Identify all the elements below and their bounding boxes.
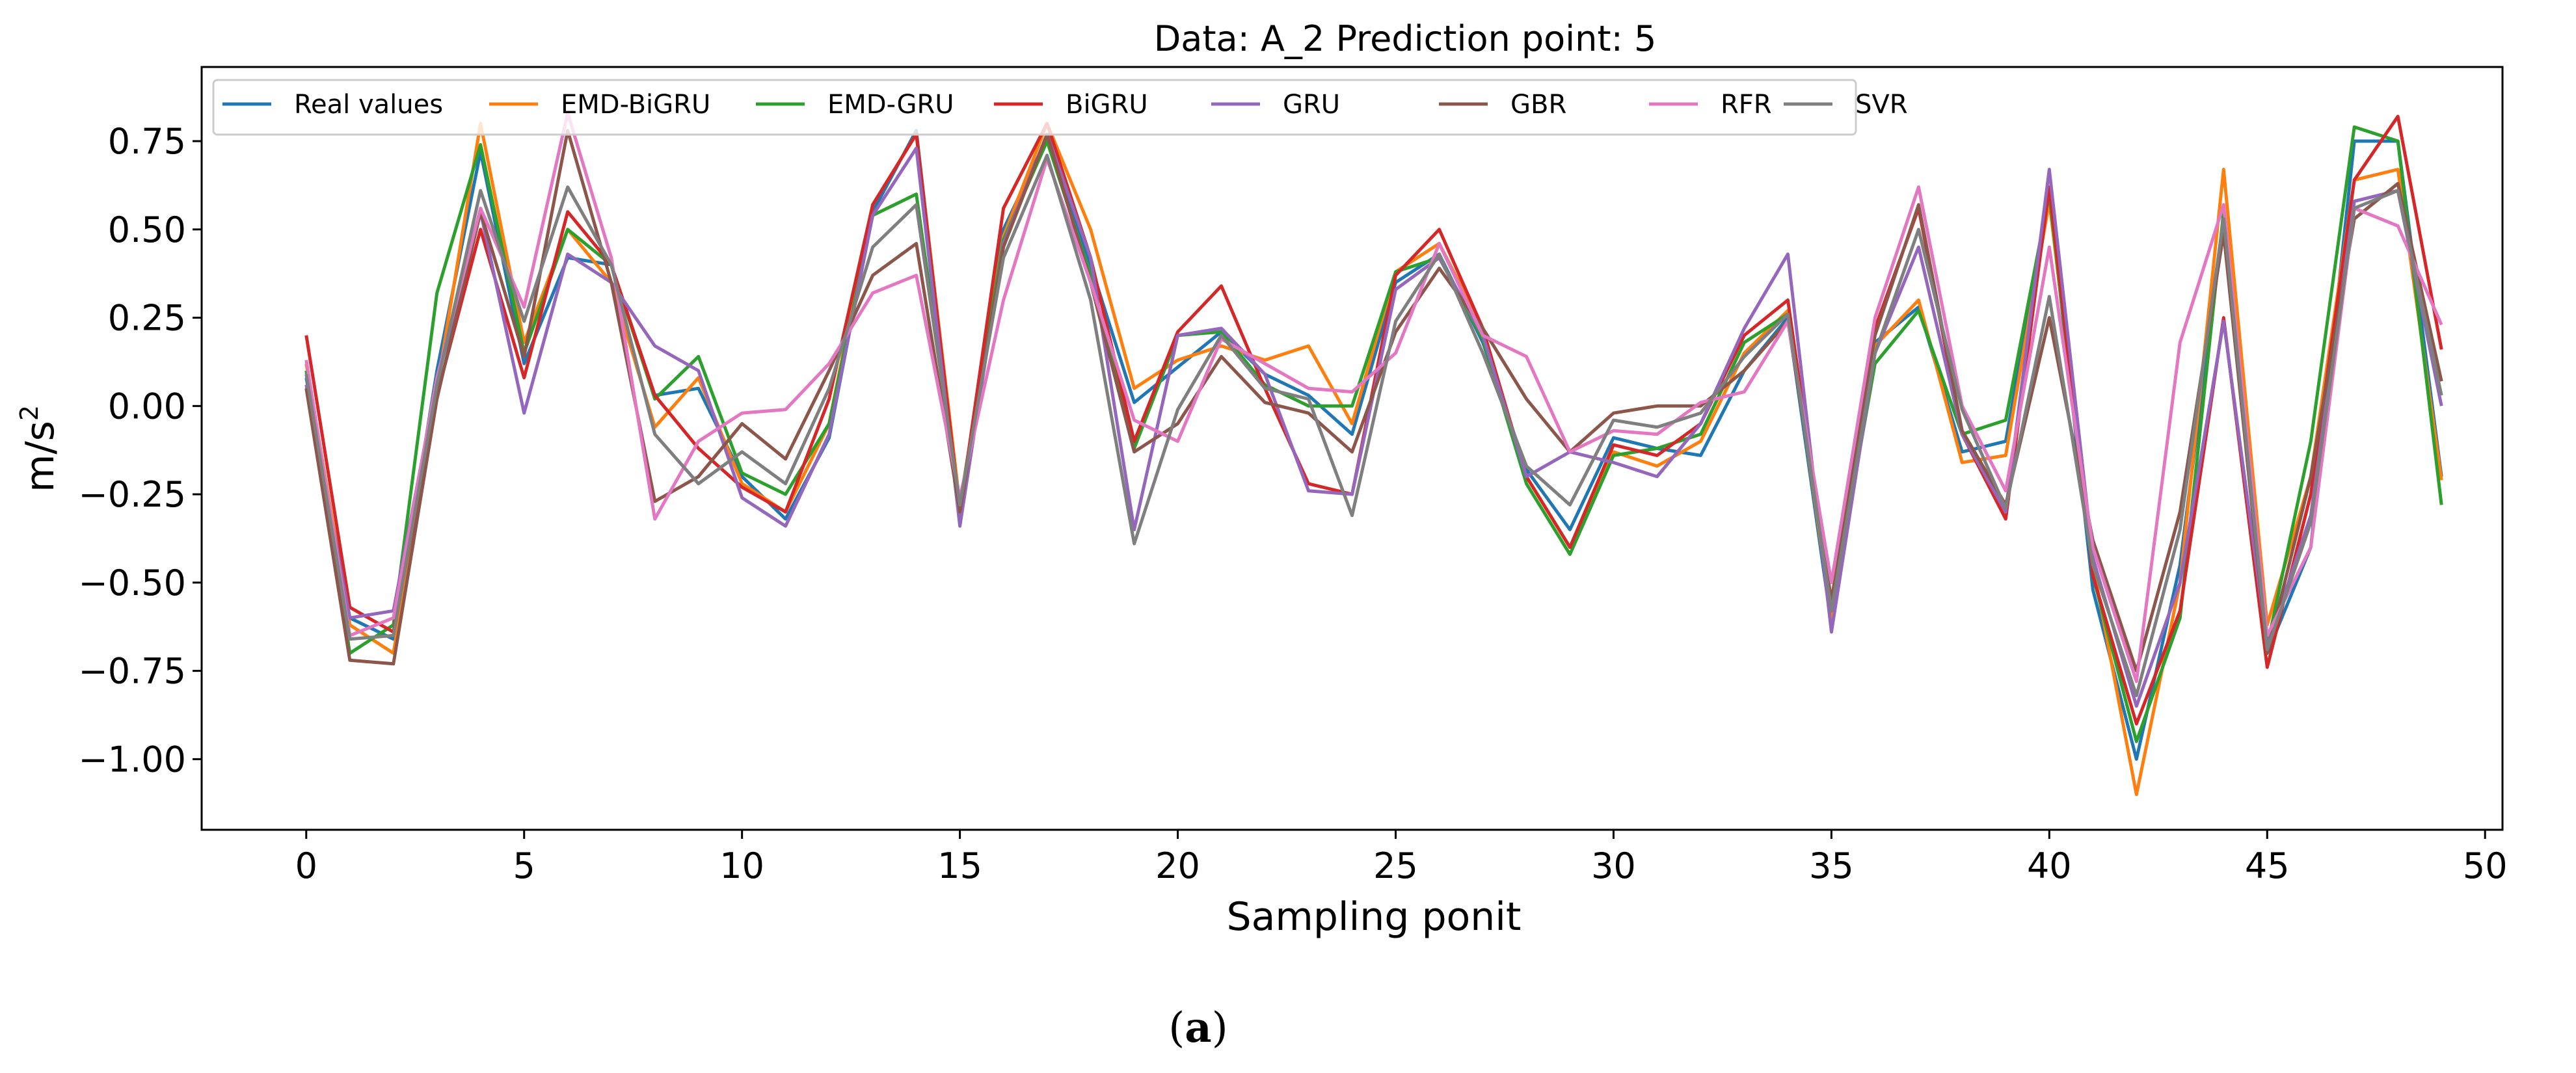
x-tick-label: 25: [1373, 845, 1418, 886]
legend-label-svr: SVR: [1855, 90, 1908, 120]
x-tick-label: 45: [2245, 845, 2290, 886]
caption-letter: a: [1185, 1003, 1211, 1052]
x-axis: 0 5 10 15 20 25 30 35 40 45 50: [295, 830, 2508, 886]
x-tick-label: 50: [2463, 845, 2508, 886]
x-tick-label: 15: [937, 845, 982, 886]
legend-label-emd-gru: EMD-GRU: [827, 90, 954, 120]
y-tick-label: −1.00: [79, 739, 186, 780]
legend-label-gbr: GBR: [1510, 90, 1566, 120]
legend-label-rfr: RFR: [1721, 90, 1772, 120]
x-tick-label: 5: [513, 845, 535, 886]
series-line-svr: [304, 153, 2443, 698]
figure-caption: (a): [1168, 1003, 1228, 1052]
x-tick-label: 30: [1591, 845, 1636, 886]
x-tick-label: 40: [2027, 845, 2072, 886]
plot-frame: [200, 66, 2504, 831]
chart-title: Data: A_2 Prediction point: 5: [1154, 18, 1657, 59]
y-tick-label: 0.00: [108, 386, 186, 427]
legend-box: [212, 79, 1857, 136]
y-axis-title-superscript: 2: [15, 405, 44, 421]
legend-label-real-values: Real values: [294, 90, 443, 120]
legend-label-bigru: BiGRU: [1066, 90, 1148, 120]
y-axis-title: m/s2: [15, 405, 63, 492]
x-tick-label: 20: [1155, 845, 1200, 886]
plot-series-group: [304, 111, 2443, 797]
y-tick-label: 0.75: [108, 121, 186, 162]
caption-close-paren: ): [1212, 1004, 1228, 1052]
y-tick-label: −0.75: [79, 651, 186, 692]
x-axis-title: Sampling ponit: [1227, 894, 1522, 940]
legend-label-gru: GRU: [1283, 90, 1340, 120]
series-line-rfr: [304, 111, 2443, 683]
series-line-real-values: [304, 129, 2443, 761]
y-tick-label: −0.25: [79, 474, 186, 515]
legend: Real values EMD-BiGRU EMD-GRU BiGRU GRU GBR RF…: [212, 79, 1908, 136]
x-tick-label: 35: [1809, 845, 1854, 886]
legend-label-emd-bigru: EMD-BiGRU: [561, 90, 710, 120]
y-tick-label: 0.25: [108, 298, 186, 339]
y-tick-label: −0.50: [79, 563, 186, 603]
series-line-gbr: [304, 129, 2443, 673]
x-tick-label: 10: [719, 845, 764, 886]
caption-open-paren: (: [1168, 1004, 1185, 1052]
y-axis: 0.75 0.50 0.25 0.00 −0.25 −0.50 −0.75 −1.00: [79, 121, 202, 780]
x-tick-label: 0: [295, 845, 317, 886]
y-axis-title-text: m/s: [18, 421, 63, 492]
y-tick-label: 0.50: [108, 209, 186, 250]
